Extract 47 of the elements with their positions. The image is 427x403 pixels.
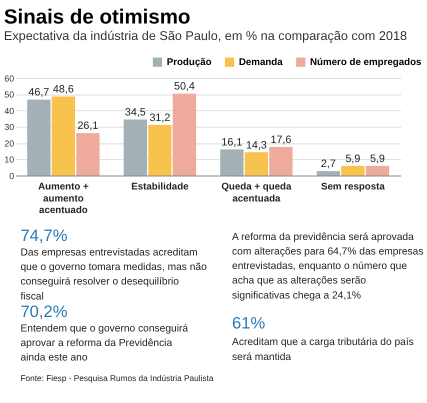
bar [52,96,76,176]
bar [124,119,147,176]
y-tick-label: 30 [4,122,14,132]
bar [220,149,244,176]
bar [27,100,50,176]
bar [172,94,196,176]
legend-label: Demanda [238,57,284,68]
data-label: 48,6 [52,84,74,96]
data-label: 14,3 [246,139,267,152]
text: Das empresas entrevistadas acreditam que o governo tomara medidas, mas não conseguirá resolver o desequilíbrio fiscal [20,247,208,302]
x-tick-label: Aumento + aumento acentuado [38,182,89,216]
text: Entendem que o governo conseguirá aprovar a reforma da Previdência ainda este ano [20,323,188,364]
data-label: 50,4 [174,80,195,93]
data-label: 16,1 [221,136,242,148]
bar [366,166,390,176]
chart-subtitle: Expectativa da indústria de São Paulo, em % na comparação com 2018 [4,29,408,44]
y-tick-label: 60 [4,73,14,84]
data-label: 31,2 [149,112,170,124]
y-tick-label: 40 [4,106,14,116]
text: 70,2% [20,302,68,321]
data-label: 34,5 [124,106,146,119]
y-tick-label: 0 [9,170,14,181]
x-tick-label: Queda + queda acentuada [221,182,292,204]
chart-title: Sinais de otimismo [4,5,190,28]
text: Acreditam que a carga tributária do país será mantida [232,337,414,363]
bar [244,152,268,176]
y-tick-label: 10 [4,154,14,165]
legend-label: Produção [166,57,212,68]
data-label: 5,9 [345,153,360,166]
bar [341,166,365,176]
x-tick-label: Sem resposta [320,182,386,193]
bar [148,124,172,176]
data-label: 2,7 [320,158,336,170]
x-tick-label: Estabilidade [131,182,190,193]
text: 61% [232,314,266,333]
bar [316,171,340,176]
data-label: 5,9 [370,153,385,166]
text: A reforma da previdência será aprovada com alterações para 64,7% das empresas entrevistadas, enquanto o número que acha que as alterações serão significativas chega a 24,1% [232,232,424,302]
bar [76,133,100,176]
y-tick-label: 50 [4,90,14,100]
data-label: 26,1 [77,120,98,132]
data-label: 46,7 [28,86,50,99]
legend-label: Número de empregados [310,57,422,68]
text: 74,7% [20,226,68,245]
bar [269,146,293,176]
data-label: 17,6 [270,134,292,146]
y-tick-label: 20 [4,138,14,148]
